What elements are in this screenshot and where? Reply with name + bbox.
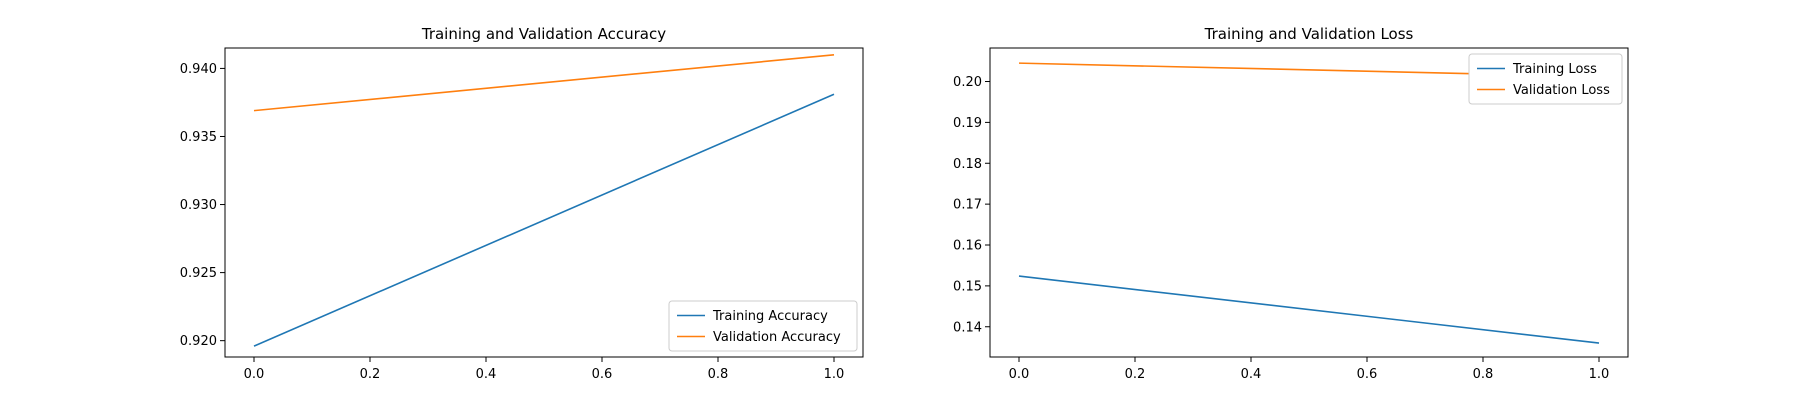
chart-panel-2: Training and Validation Loss 0.0 0.2 0.4 0.6… <box>953 25 1629 382</box>
series-line-validation-accuracy <box>253 54 835 112</box>
x-tick-label: 0.2 <box>1125 367 1146 382</box>
x-tick-label: 0.8 <box>708 367 729 382</box>
y-tick-label: 0.16 <box>953 239 982 254</box>
y-tick-label: 0.925 <box>180 266 217 281</box>
x-tick-label: 0.8 <box>1473 367 1494 382</box>
axes-frame <box>224 47 864 358</box>
y-tick-label: 0.14 <box>953 320 982 335</box>
y-tick-label: 0.920 <box>180 334 217 349</box>
legend-label: Validation Accuracy <box>713 330 841 345</box>
legend-label: Training Loss <box>1512 62 1597 77</box>
legend: Training Loss Validation Loss <box>1468 53 1623 105</box>
y-tick-label: 0.18 <box>953 157 982 172</box>
x-tick-label: 1.0 <box>1589 367 1610 382</box>
y-tick-label: 0.19 <box>953 116 982 131</box>
legend-box <box>1468 53 1623 105</box>
y-tick-label: 0.20 <box>953 75 982 90</box>
chart-title: Training and Validation Accuracy <box>421 25 666 43</box>
x-tick-label: 0.4 <box>476 367 497 382</box>
axes-frame <box>989 47 1629 358</box>
series-line-training-loss <box>1018 275 1600 344</box>
x-tick-label: 0.2 <box>360 367 381 382</box>
legend-box <box>668 300 858 352</box>
y-tick-label: 0.15 <box>953 279 982 294</box>
series-line-training-accuracy <box>253 93 835 347</box>
legend: Training Accuracy Validation Accuracy <box>668 300 858 352</box>
legend-label: Validation Loss <box>1513 83 1610 98</box>
y-tick-label: 0.940 <box>180 62 217 77</box>
legend-label: Training Accuracy <box>712 309 828 324</box>
y-tick-label: 0.930 <box>180 198 217 213</box>
y-tick-label: 0.935 <box>180 130 217 145</box>
chart-panel-1: Training and Validation Accuracy 0.0 0.2 0.… <box>180 25 864 382</box>
y-tick-label: 0.17 <box>953 198 982 213</box>
chart-title: Training and Validation Loss <box>1204 25 1414 43</box>
x-tick-label: 0.0 <box>1009 367 1030 382</box>
x-tick-label: 0.0 <box>244 367 265 382</box>
x-tick-label: 0.4 <box>1241 367 1262 382</box>
x-tick-label: 1.0 <box>824 367 845 382</box>
x-tick-label: 0.6 <box>1357 367 1378 382</box>
x-tick-label: 0.6 <box>592 367 613 382</box>
